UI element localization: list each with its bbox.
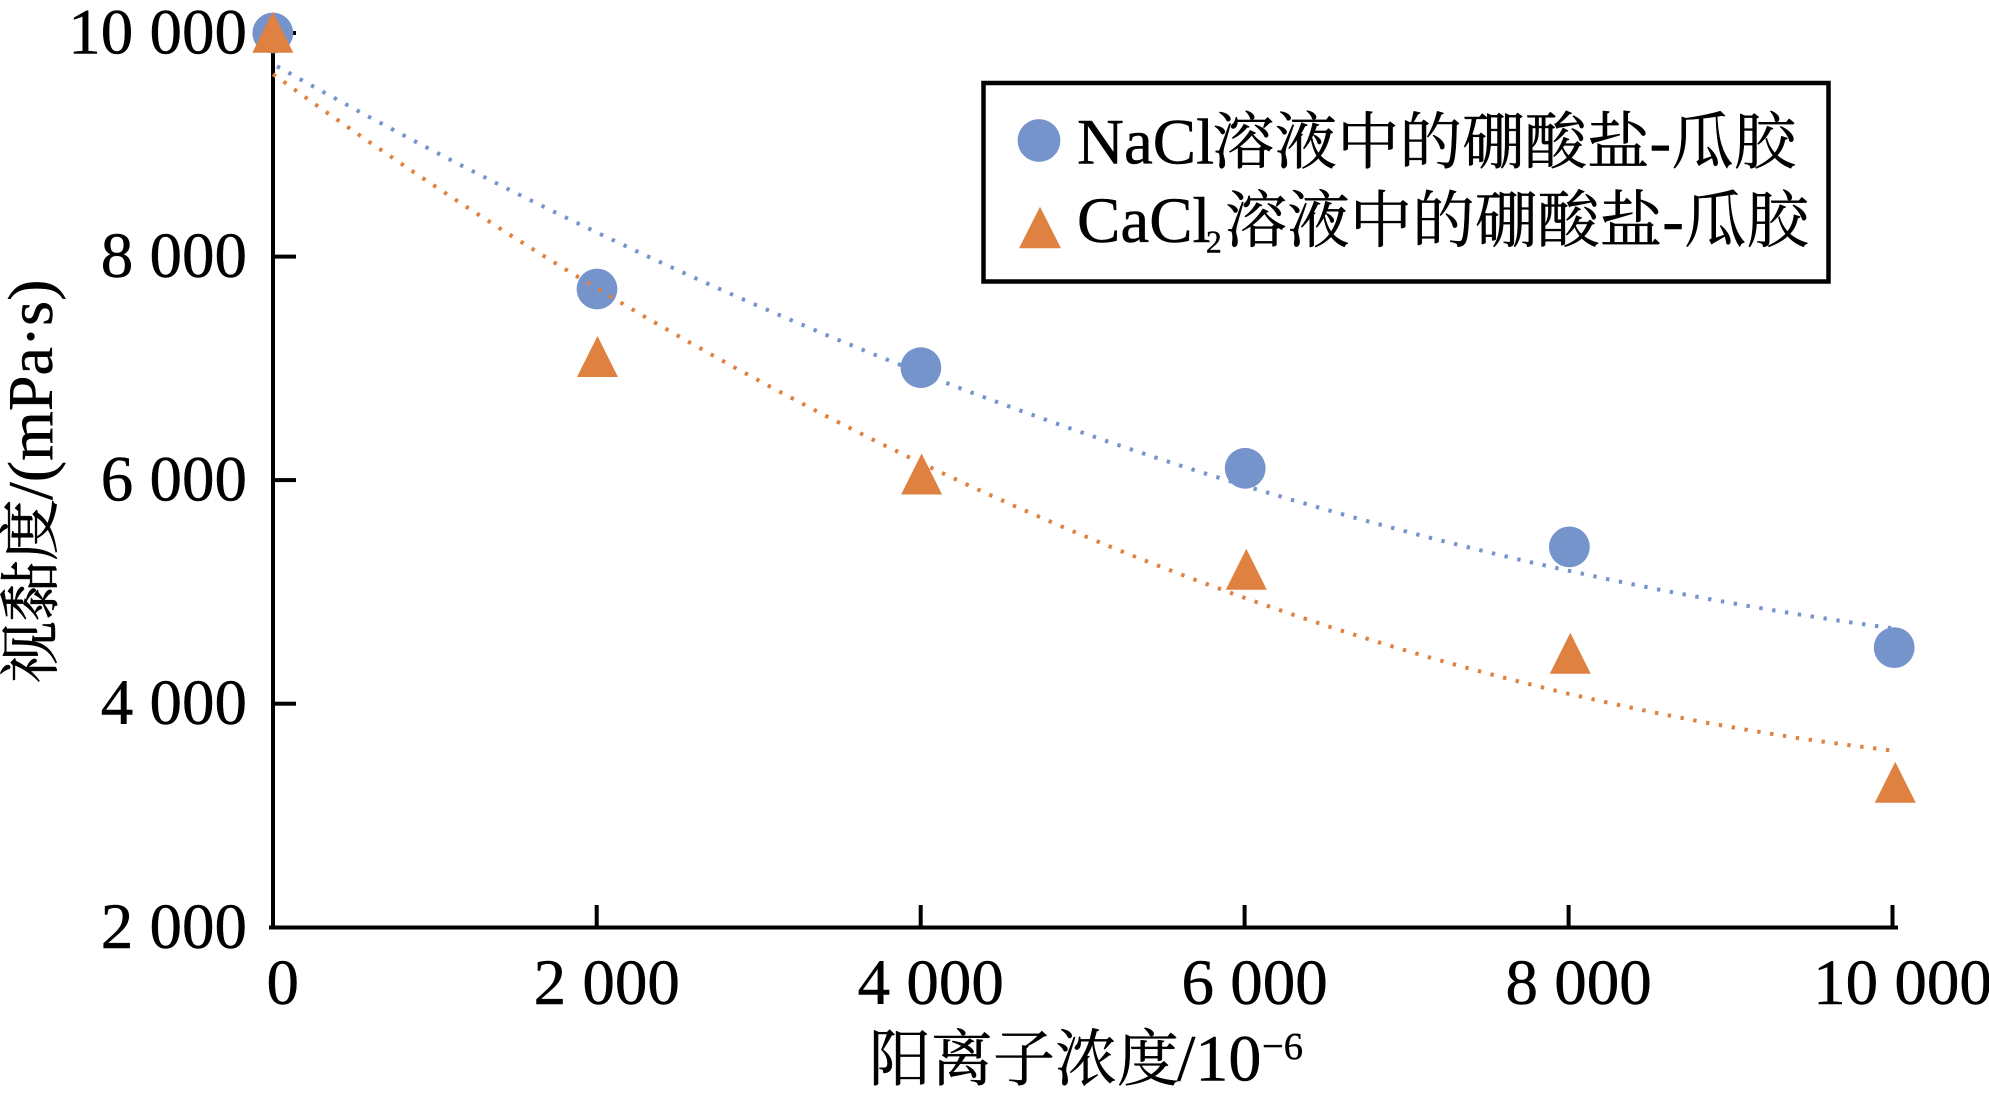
svg-text:/10: /10 (1177, 1023, 1261, 1096)
svg-text:0: 0 (267, 947, 300, 1019)
svg-text:8 000: 8 000 (101, 220, 247, 292)
svg-text:2 000: 2 000 (101, 891, 247, 963)
svg-text:2 000: 2 000 (534, 947, 680, 1019)
svg-text:CaCl: CaCl (1077, 185, 1211, 257)
svg-text:6 000: 6 000 (1181, 947, 1327, 1019)
svg-text:4 000: 4 000 (858, 947, 1004, 1019)
svg-text:/(mPa·s): /(mPa·s) (0, 280, 66, 500)
svg-text:8 000: 8 000 (1505, 947, 1651, 1019)
svg-text:-: - (1650, 107, 1672, 179)
svg-text:-: - (1662, 185, 1684, 257)
svg-text:10 000: 10 000 (1813, 947, 1989, 1019)
svg-text:2: 2 (1206, 225, 1222, 260)
svg-text:10 000: 10 000 (68, 0, 247, 69)
svg-text:NaCl: NaCl (1077, 107, 1214, 179)
svg-text:4 000: 4 000 (101, 667, 247, 739)
svg-text:−6: −6 (1262, 1026, 1303, 1068)
svg-text:6 000: 6 000 (101, 444, 247, 516)
